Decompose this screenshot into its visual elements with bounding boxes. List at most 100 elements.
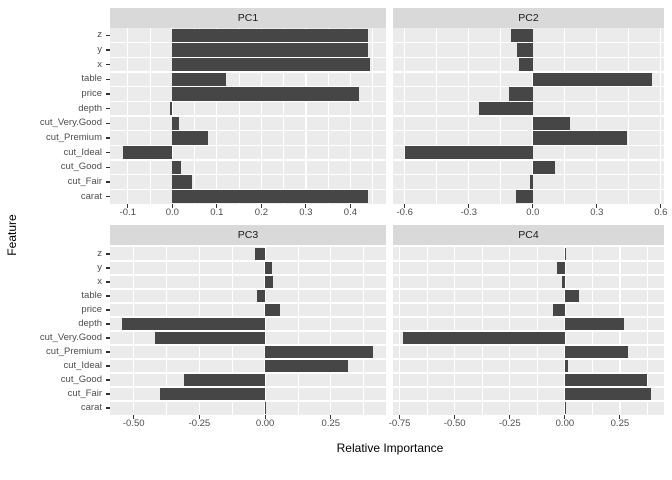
x-tick-mark bbox=[596, 204, 598, 208]
x-tick-mark bbox=[171, 204, 173, 208]
bar-pc3-z bbox=[255, 247, 266, 261]
bar-pc1-x bbox=[172, 58, 371, 72]
bar-pc4-cut-fair bbox=[564, 387, 651, 401]
y-tick-mark bbox=[105, 166, 110, 168]
y-tick-mark bbox=[105, 295, 110, 297]
x-tick-label: -0.1 bbox=[119, 207, 136, 218]
bar-pc2-x bbox=[518, 58, 533, 72]
facet-panel-pc3 bbox=[110, 247, 386, 415]
row-gridline bbox=[393, 100, 664, 102]
bar-pc3-depth bbox=[122, 317, 266, 331]
y-category-label-cut-ideal: cut_Ideal bbox=[63, 146, 102, 158]
bar-pc2-depth bbox=[479, 102, 533, 116]
row-gridline bbox=[393, 42, 664, 44]
x-tick-label: 0.3 bbox=[590, 207, 604, 218]
y-tick-mark bbox=[105, 365, 110, 367]
row-gridline bbox=[393, 260, 664, 262]
bar-pc2-cut-very-good bbox=[532, 116, 571, 130]
bar-pc1-cut-premium bbox=[172, 131, 208, 145]
x-tick-mark bbox=[216, 204, 218, 208]
x-tick-label: -0.50 bbox=[443, 418, 466, 429]
y-tick-mark bbox=[105, 152, 110, 154]
x-axis-title: Relative Importance bbox=[336, 441, 444, 455]
x-tick-label: -0.50 bbox=[122, 418, 145, 429]
bar-pc4-table bbox=[564, 289, 580, 303]
y-category-label-cut-premium: cut_Premium bbox=[46, 132, 102, 143]
facet-strip-pc2: PC2 bbox=[393, 8, 664, 28]
bar-pc1-z bbox=[172, 28, 369, 42]
bar-pc1-carat bbox=[172, 190, 369, 204]
facet-strip-pc4: PC4 bbox=[393, 225, 664, 245]
bar-pc4-cut-ideal bbox=[564, 359, 568, 373]
facet-panel-pc1 bbox=[110, 28, 386, 204]
row-gridline bbox=[110, 330, 386, 332]
x-tick-label: -0.3 bbox=[460, 207, 477, 218]
bar-pc3-cut-premium bbox=[265, 345, 373, 359]
bar-pc4-y bbox=[557, 261, 565, 275]
x-tick-mark bbox=[305, 204, 307, 208]
bar-pc1-depth bbox=[170, 102, 173, 116]
x-tick-mark bbox=[349, 204, 351, 208]
x-tick-mark bbox=[660, 204, 662, 208]
facet-strip-pc3: PC3 bbox=[110, 225, 386, 245]
bar-pc3-cut-fair bbox=[159, 387, 265, 401]
bar-pc2-cut-premium bbox=[532, 131, 627, 145]
row-gridline bbox=[110, 302, 386, 304]
row-gridline bbox=[393, 144, 664, 146]
y-category-label-table: table bbox=[81, 73, 102, 85]
x-tick-label: 0.25 bbox=[610, 418, 630, 429]
y-tick-mark bbox=[105, 267, 110, 269]
bar-pc4-x bbox=[561, 275, 565, 289]
row-gridline bbox=[393, 274, 664, 276]
row-gridline bbox=[393, 188, 664, 190]
y-category-label-depth: depth bbox=[78, 318, 102, 329]
y-category-label-cut-good: cut_Good bbox=[60, 374, 102, 385]
row-gridline bbox=[110, 274, 386, 276]
y-category-label-table: table bbox=[81, 290, 102, 301]
row-gridline bbox=[110, 86, 386, 88]
y-category-label-carat: carat bbox=[80, 402, 102, 413]
row-gridline bbox=[393, 174, 664, 176]
row-gridline bbox=[393, 288, 664, 290]
x-tick-mark bbox=[399, 415, 401, 419]
x-tick-label: 0.4 bbox=[343, 207, 357, 218]
x-tick-label: 0.25 bbox=[321, 418, 341, 429]
x-tick-label: 0.3 bbox=[299, 207, 313, 218]
row-gridline bbox=[393, 302, 664, 304]
bar-pc4-cut-premium bbox=[564, 345, 628, 359]
bar-pc1-cut-fair bbox=[172, 175, 193, 189]
bar-pc2-z bbox=[511, 28, 533, 42]
bar-pc2-table bbox=[532, 72, 653, 86]
bar-pc4-cut-good bbox=[564, 373, 648, 387]
bar-pc1-price bbox=[172, 87, 360, 101]
bar-pc1-cut-good bbox=[172, 160, 182, 174]
y-category-label-cut-fair: cut_Fair bbox=[67, 388, 102, 399]
y-category-label-x: x bbox=[97, 276, 102, 287]
y-tick-mark bbox=[105, 64, 110, 66]
bar-pc2-carat bbox=[515, 190, 533, 204]
row-gridline bbox=[110, 159, 386, 161]
x-tick-mark bbox=[564, 415, 566, 419]
y-tick-mark bbox=[105, 407, 110, 409]
y-category-label-z: z bbox=[97, 29, 102, 41]
y-category-label-x: x bbox=[97, 58, 102, 70]
x-tick-label: -0.75 bbox=[388, 418, 411, 429]
bar-pc2-cut-good bbox=[532, 160, 556, 174]
row-gridline bbox=[393, 344, 664, 346]
bar-pc3-carat bbox=[265, 401, 267, 415]
x-tick-mark bbox=[198, 415, 200, 419]
x-tick-label: -0.25 bbox=[498, 418, 521, 429]
bar-pc2-cut-ideal bbox=[404, 146, 533, 160]
y-category-label-cut-premium: cut_Premium bbox=[46, 346, 102, 357]
row-gridline bbox=[393, 330, 664, 332]
bar-pc4-z bbox=[564, 247, 567, 261]
x-tick-label: -0.6 bbox=[396, 207, 413, 218]
row-gridline bbox=[110, 316, 386, 318]
bar-pc4-cut-very-good bbox=[402, 331, 565, 345]
y-tick-mark bbox=[105, 93, 110, 95]
x-tick-label: 0.00 bbox=[255, 418, 275, 429]
y-category-label-y: y bbox=[97, 44, 102, 55]
y-tick-mark bbox=[105, 393, 110, 395]
y-category-label-depth: depth bbox=[78, 102, 102, 114]
y-category-label-price: price bbox=[81, 304, 102, 315]
